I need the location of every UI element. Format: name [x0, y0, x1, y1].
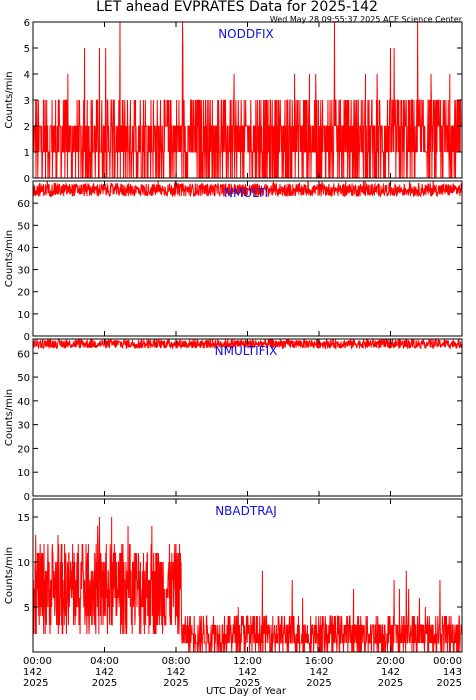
- panels-group: 0123456Counts/minNODDFIX0102030405060Cou…: [4, 18, 463, 653]
- y-axis-label: Counts/min: [4, 71, 15, 128]
- panel-label: NBADTRAJ: [215, 504, 277, 518]
- y-tick-label: 60: [17, 349, 30, 360]
- y-tick-label: 30: [17, 266, 30, 277]
- x-tick-time-label: 08:00: [162, 656, 191, 667]
- x-tick-time-label: 16:00: [305, 656, 334, 667]
- x-tick-doy-label: 142: [95, 667, 114, 678]
- x-tick-doy-label: 142: [309, 667, 328, 678]
- x-tick-time-label: 00:00: [23, 656, 52, 667]
- x-tick-year-label: 2025: [437, 678, 462, 689]
- y-axis-label: Counts/min: [4, 230, 15, 287]
- y-tick-label: 0: [24, 332, 30, 343]
- y-tick-label: 10: [17, 468, 30, 479]
- y-tick-label: 60: [17, 199, 30, 210]
- x-tick-doy-label: 142: [23, 667, 42, 678]
- panel-nmulti: 0 10 20 30 40 50 60 Counts/min NMULTI: [4, 180, 463, 343]
- panel-label: NMULTI: [224, 186, 268, 200]
- x-tick-year-label: 2025: [163, 678, 188, 689]
- x-tick-doy-label: 142: [238, 667, 257, 678]
- x-tick-year-label: 2025: [235, 678, 260, 689]
- y-tick-label: 50: [17, 221, 30, 232]
- y-tick-label: 3: [24, 96, 30, 107]
- y-tick-label: 5: [24, 44, 30, 55]
- chart-title: LET ahead EVPRATES Data for 2025-142: [96, 0, 378, 15]
- x-tick-time-label: 04:00: [90, 656, 119, 667]
- series-line-nmulti: [33, 181, 462, 198]
- x-tick-time-label: 00:00: [433, 656, 462, 667]
- series-line-noddfix: [33, 22, 462, 178]
- y-axis-label: Counts/min: [4, 389, 15, 446]
- x-tick-time-label: 12:00: [233, 656, 262, 667]
- y-tick-label: 4: [24, 70, 30, 81]
- y-tick-label: 6: [24, 18, 30, 29]
- y-tick-label: 40: [17, 397, 30, 408]
- panel-nmultifix: 0 10 20 30 40 50 60 Counts/min NMULTIFIX: [4, 338, 463, 503]
- generation-timestamp: Wed May 28 09:55:37 2025 ACE Science Cen…: [270, 15, 463, 24]
- x-tick-time-label: 20:00: [376, 656, 405, 667]
- y-tick-label: 30: [17, 421, 30, 432]
- y-tick-label: 15: [17, 513, 30, 524]
- panel-label: NMULTIFIX: [215, 344, 278, 358]
- y-axis-label: Counts/min: [4, 547, 15, 604]
- panel-label: NODDFIX: [218, 27, 274, 41]
- x-tick-year-label: 2025: [23, 678, 48, 689]
- x-axis: 00:00142202504:00142202508:00142202512:0…: [23, 656, 462, 689]
- x-axis-label: UTC Day of Year: [206, 686, 287, 697]
- plot-frame: [32, 338, 463, 497]
- y-tick-label: 5: [24, 603, 30, 614]
- series-line-nmultifix: [33, 339, 462, 350]
- y-tick-label: 0: [24, 492, 30, 503]
- y-tick-label: 10: [17, 558, 30, 569]
- x-tick-year-label: 2025: [92, 678, 117, 689]
- y-tick-label: 0: [24, 174, 30, 185]
- y-tick-label: 20: [17, 444, 30, 455]
- x-tick-doy-label: 142: [166, 667, 185, 678]
- y-tick-label: 10: [17, 310, 30, 321]
- series-line-nbadtraj: [33, 516, 462, 652]
- panel-nbadtraj: 5 10 15 Counts/min NBADTRAJ: [4, 498, 463, 653]
- x-tick-doy-label: 143: [443, 667, 462, 678]
- y-tick-label: 40: [17, 243, 30, 254]
- x-tick-year-label: 2025: [378, 678, 403, 689]
- y-tick-label: 2: [24, 122, 30, 133]
- x-tick-doy-label: 142: [381, 667, 400, 678]
- y-tick-label: 1: [24, 148, 30, 159]
- x-tick-year-label: 2025: [306, 678, 331, 689]
- y-tick-label: 50: [17, 373, 30, 384]
- panel-noddfix: 0 1 2 3 4 5 6 Counts/min NODDFIX: [4, 18, 463, 185]
- plot-frame: [32, 180, 463, 337]
- y-tick-label: 20: [17, 288, 30, 299]
